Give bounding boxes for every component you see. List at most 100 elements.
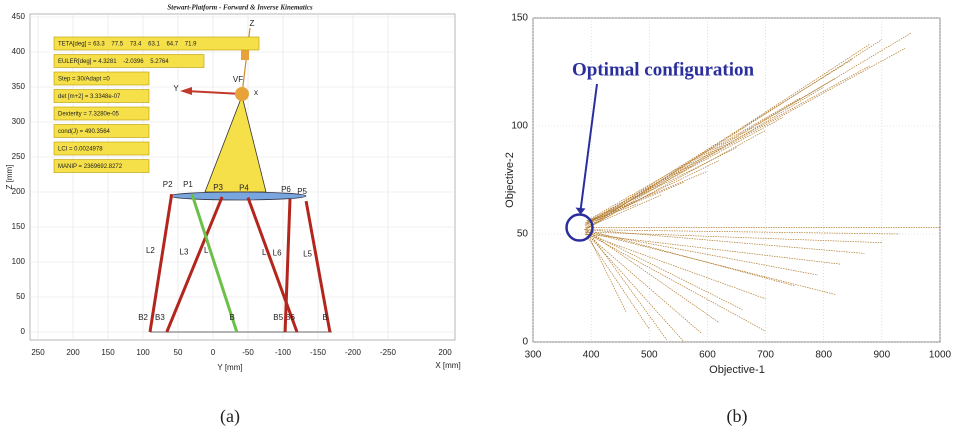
y-axis-head [180, 87, 192, 95]
x-tick-label: 800 [815, 350, 832, 361]
panel-b-frame [532, 17, 941, 343]
pareto-line [586, 194, 662, 228]
y-tick-label: 250 [12, 152, 26, 161]
platform-label: P2 [163, 180, 173, 189]
pareto-line [587, 229, 865, 254]
y-tick-label: 400 [12, 47, 26, 56]
pareto-line [587, 233, 766, 332]
info-text: EULER[deg] = 4.3281 -2.0396 5.2764 [58, 59, 169, 65]
x-tick-label: 500 [641, 350, 658, 361]
pareto-line [585, 231, 882, 243]
y-tick-label: 50 [16, 292, 25, 301]
pareto-line [585, 229, 720, 323]
x-tick-label: 900 [874, 350, 891, 361]
y-tick-label: 450 [12, 12, 26, 21]
x-tick-label: 300 [525, 350, 542, 361]
leg-label: L [204, 246, 209, 255]
y-tick-label: 100 [12, 257, 26, 266]
platform-label: P6 [281, 185, 291, 194]
y-tick-label: 0 [522, 337, 528, 348]
x2-tick-label: 200 [438, 348, 452, 357]
y-axis-label: Objective-2 [504, 152, 516, 208]
y-tick-label: 350 [12, 82, 26, 91]
leg [165, 196, 224, 333]
annotation-arrowhead [575, 207, 586, 215]
pareto-line [586, 171, 708, 222]
x-tick-label: 50 [174, 348, 183, 357]
info-text: Dexterity = 7.3280e-05 [58, 112, 120, 118]
x-axis-label: Objective-1 [709, 364, 765, 376]
info-box [53, 159, 150, 173]
y-tick-label: 150 [511, 13, 528, 24]
pareto-line [584, 117, 784, 226]
y-tick-label: 100 [511, 121, 528, 132]
y-axis-label: Z [mm] [5, 165, 14, 190]
panel-a: 250 200 150 100 50 0 -50 -100 -150 -200 -250 0 50 100… [5, 4, 461, 428]
x-tick-label: 100 [136, 348, 150, 357]
pareto-line [585, 43, 871, 230]
leg-label: L5 [303, 250, 312, 259]
platform-label: P5 [297, 187, 307, 196]
x-tick-label: 400 [583, 350, 600, 361]
caption: (a) [220, 406, 240, 427]
y-tick-label: 200 [12, 187, 26, 196]
pareto-line [585, 160, 720, 226]
info-box [53, 124, 150, 138]
info-text: det [m+2] = 3.3348e-07 [58, 94, 121, 100]
x2-axis-label: X [mm] [435, 361, 460, 370]
x-tick-label: -50 [242, 348, 254, 357]
leg [148, 193, 174, 333]
base-label: B2 [138, 313, 148, 322]
frame-label: Z [250, 19, 255, 28]
leg-label: L6 [273, 249, 282, 258]
pareto-line [585, 229, 795, 287]
x-tick-label: -200 [345, 348, 362, 357]
info-box [53, 54, 205, 68]
pareto-line [585, 181, 685, 224]
pareto-line [586, 78, 836, 224]
x-tick-label: 0 [211, 348, 216, 357]
pareto-line [585, 147, 737, 224]
pareto-line [585, 203, 638, 224]
platform-label: P4 [239, 184, 249, 193]
y-tick-label: 150 [12, 222, 26, 231]
base-label: B [323, 313, 328, 322]
pareto-line [586, 231, 818, 276]
panel-b: 300 400 500 600 700 800 900 1000 0 50 100 150 Object… [504, 13, 952, 427]
leg [190, 193, 239, 333]
pareto-line [585, 233, 650, 330]
pareto-line [586, 233, 702, 334]
info-text: cond(J) = 490.3564 [58, 129, 111, 135]
x-tick-label: 600 [699, 350, 716, 361]
base-label: B [229, 313, 234, 322]
x-tick-label: 1000 [929, 350, 952, 361]
x-tick-label: 150 [101, 348, 115, 357]
info-box [53, 71, 150, 86]
info-box [53, 36, 260, 51]
frame-label: x [254, 88, 258, 97]
leg-label: L3 [180, 248, 189, 257]
info-box [53, 106, 150, 121]
info-box [53, 141, 150, 156]
leg [304, 200, 332, 333]
info-text: MANIP = 2369692.8272 [58, 164, 123, 170]
platform-label: P3 [213, 183, 223, 192]
pareto-line [588, 130, 766, 228]
frame-label: VF [233, 75, 243, 84]
z-marker [241, 50, 249, 60]
x-axis-label: Y [mm] [217, 363, 242, 372]
frame-label: Y [173, 84, 179, 93]
y-tick-label: 300 [12, 117, 26, 126]
leg-label: L2 [146, 246, 155, 255]
info-box [53, 89, 150, 103]
pareto-line [586, 231, 836, 295]
base-label: B5 [273, 313, 283, 322]
leg-label: L [262, 248, 267, 257]
leg [246, 197, 299, 333]
pareto-line [586, 229, 900, 235]
pareto-line [585, 233, 842, 265]
pareto-line [586, 229, 668, 341]
pareto-line [585, 231, 685, 343]
